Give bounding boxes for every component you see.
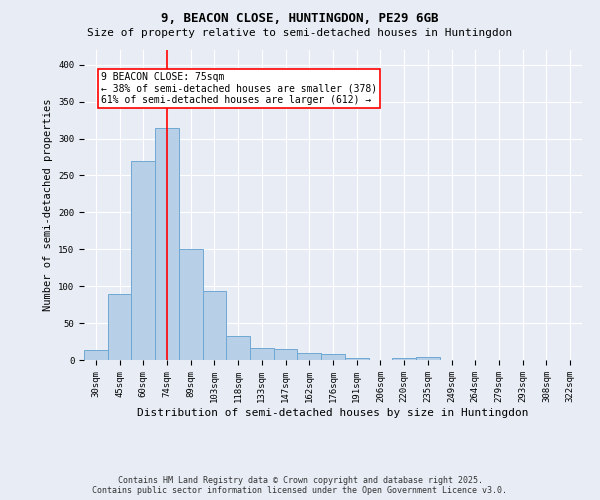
- Bar: [416, 357, 440, 360]
- Bar: [179, 250, 203, 360]
- Bar: [345, 358, 368, 360]
- X-axis label: Distribution of semi-detached houses by size in Huntingdon: Distribution of semi-detached houses by …: [137, 408, 529, 418]
- Text: 9, BEACON CLOSE, HUNTINGDON, PE29 6GB: 9, BEACON CLOSE, HUNTINGDON, PE29 6GB: [161, 12, 439, 26]
- Bar: [155, 128, 179, 360]
- Bar: [274, 349, 298, 360]
- Bar: [84, 350, 108, 360]
- Bar: [131, 160, 155, 360]
- Text: Size of property relative to semi-detached houses in Huntingdon: Size of property relative to semi-detach…: [88, 28, 512, 38]
- Bar: [321, 354, 345, 360]
- Bar: [203, 292, 226, 360]
- Bar: [250, 348, 274, 360]
- Bar: [392, 358, 416, 360]
- Text: Contains HM Land Registry data © Crown copyright and database right 2025.
Contai: Contains HM Land Registry data © Crown c…: [92, 476, 508, 495]
- Text: 9 BEACON CLOSE: 75sqm
← 38% of semi-detached houses are smaller (378)
61% of sem: 9 BEACON CLOSE: 75sqm ← 38% of semi-deta…: [101, 72, 377, 106]
- Bar: [226, 336, 250, 360]
- Bar: [298, 352, 321, 360]
- Bar: [108, 294, 131, 360]
- Y-axis label: Number of semi-detached properties: Number of semi-detached properties: [43, 99, 53, 311]
